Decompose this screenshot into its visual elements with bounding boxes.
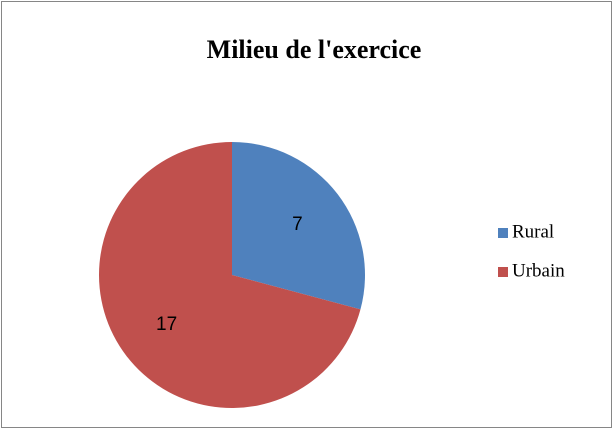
chart-title: Milieu de l'exercice: [207, 35, 422, 64]
pie-slice: [232, 142, 366, 310]
legend-label: Urbain: [512, 260, 565, 281]
pie-slice: [99, 142, 361, 408]
legend-label: Rural: [512, 221, 554, 242]
legend-swatch: [498, 228, 508, 238]
data-label: 7: [292, 214, 303, 235]
data-label: 17: [156, 314, 177, 335]
legend-swatch: [498, 267, 508, 277]
